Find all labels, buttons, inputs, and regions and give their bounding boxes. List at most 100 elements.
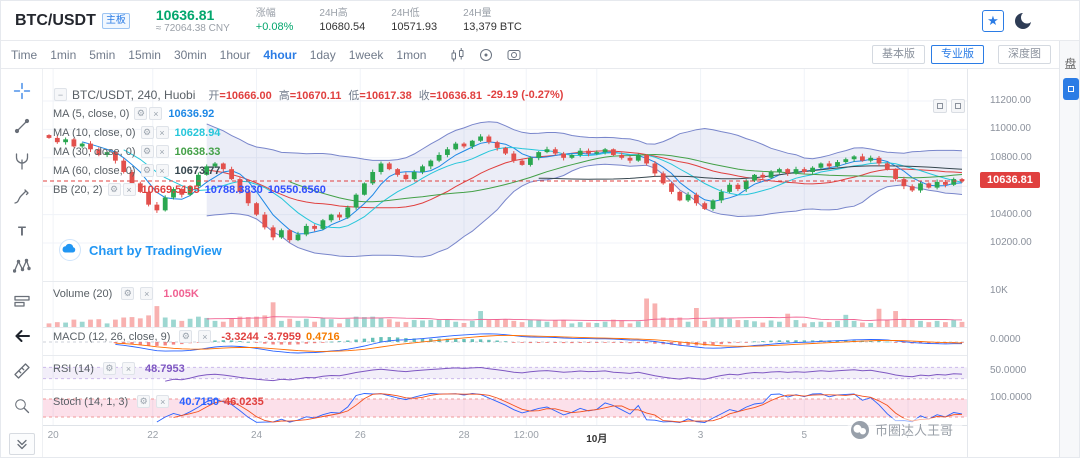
watermark: 币圈达人王哥 [847, 418, 964, 441]
interval-30min[interactable]: 30min [173, 47, 207, 62]
indicator-icon[interactable] [477, 46, 495, 64]
ma-settings-icon[interactable]: ⚙ [134, 107, 148, 120]
rsi-close-icon[interactable]: × [121, 362, 135, 375]
last-price: 10636.81 [155, 7, 215, 23]
macd-settings-icon[interactable]: ⚙ [179, 330, 193, 343]
ruler-tool[interactable] [12, 361, 32, 381]
price-axis-label: 11200.00 [990, 95, 1031, 106]
button-专业版[interactable]: 专业版 [931, 45, 984, 64]
header-stat: 24H低 10571.93 [391, 7, 437, 34]
side-panel-toggle[interactable] [1062, 78, 1079, 100]
time-tick: 26 [354, 430, 366, 441]
button-深度图[interactable]: 深度图 [998, 45, 1051, 64]
ma-settings-icon[interactable]: ⚙ [140, 126, 154, 139]
volume-settings-icon[interactable]: ⚙ [121, 287, 135, 300]
bb-settings-icon[interactable]: ⚙ [107, 183, 121, 196]
wechat-icon [851, 420, 869, 439]
long-position-tool[interactable] [12, 291, 32, 311]
pitchfork-icon [15, 153, 28, 170]
interval-Time[interactable]: Time [11, 47, 38, 62]
zoom-tool[interactable] [12, 396, 32, 416]
bb-legend-row: BB (20, 2) ⚙ × 10669.5195 10788.3830 10550.65… [53, 180, 563, 199]
ohlc-values: 开=10666.00 高=10670.11 低=10617.38 收=10636.81 [201, 87, 482, 103]
ma-close-icon[interactable]: × [149, 107, 163, 120]
ma-close-icon[interactable]: × [155, 126, 169, 139]
svg-text:T: T [18, 224, 26, 239]
stat-label: 24H高 [319, 8, 348, 19]
ohlc-label: 高 [278, 89, 290, 102]
ma-value: 10636.92 [168, 107, 215, 120]
rsi-pane[interactable] [43, 355, 967, 389]
interval-1week[interactable]: 1week [348, 47, 384, 62]
interval-1hour[interactable]: 1hour [219, 47, 251, 62]
stoch-close-icon[interactable]: × [156, 395, 170, 408]
interval-1min[interactable]: 1min [50, 47, 77, 62]
macd-pane[interactable] [43, 327, 967, 355]
macd-axis-label: 0.0000 [990, 334, 1021, 345]
back-tool[interactable] [12, 326, 32, 346]
main-pane[interactable] [43, 69, 967, 281]
stoch-settings-icon[interactable]: ⚙ [137, 395, 151, 408]
time-tick: 5 [801, 430, 808, 441]
legend-collapse-icon[interactable]: − [54, 88, 67, 101]
tradingview-attribution[interactable]: Chart by TradingView [59, 239, 222, 261]
orderbook-tab[interactable]: 盘 [1064, 57, 1077, 71]
price-axis-label: 10200.00 [990, 237, 1032, 248]
pane-maximize-icon[interactable] [951, 99, 965, 113]
pane-collapse-icon[interactable] [933, 99, 947, 113]
rsi-settings-icon[interactable]: ⚙ [102, 362, 116, 375]
pitchfork-tool[interactable] [12, 151, 32, 171]
chart-style-icon[interactable] [449, 46, 467, 64]
interval-15min[interactable]: 15min [128, 47, 161, 62]
text-icon: T [18, 224, 26, 239]
crosshair-icon [13, 82, 30, 100]
bb-close-icon[interactable]: × [122, 183, 136, 196]
interval-1day[interactable]: 1day [309, 47, 336, 62]
interval-5min[interactable]: 5min [89, 47, 116, 62]
theme-toggle-moon-icon[interactable] [1013, 11, 1033, 31]
bb-value: 10550.6560 [267, 183, 326, 196]
drawbar-collapse-button[interactable] [8, 433, 35, 455]
volume-close-icon[interactable]: × [140, 287, 154, 300]
ma-legend-row: MA (5, close, 0) ⚙ × 10636.92 [53, 104, 563, 123]
volume-legend: Volume (20) ⚙ × 1.005K [53, 287, 199, 300]
volume-pane[interactable] [43, 281, 967, 327]
stat-value: 10680.54 [319, 21, 366, 33]
ruler-icon [13, 363, 30, 379]
screenshot-icon[interactable] [505, 46, 523, 64]
price-axis[interactable]: 10636.81 11200.0011000.0010800.0010600.0… [967, 69, 1059, 457]
trend-line-tool[interactable] [12, 116, 32, 136]
board-badge[interactable]: 主板 [101, 12, 130, 29]
last-price-tag: 10636.81 [980, 171, 1040, 188]
crosshair-tool[interactable] [12, 81, 32, 101]
ma-settings-icon[interactable]: ⚙ [140, 164, 154, 177]
rsi-legend-label: RSI (14) [53, 362, 94, 375]
ma-close-icon[interactable]: × [155, 145, 169, 158]
ohlc-value: =10666.00 [219, 89, 272, 102]
interval-4hour[interactable]: 4hour [263, 47, 297, 62]
ma-value: 10673.77 [174, 164, 221, 177]
stoch-pane[interactable] [43, 389, 967, 425]
macd-close-icon[interactable]: × [198, 330, 212, 343]
favorite-button[interactable]: ★ [982, 9, 1004, 32]
text-tool[interactable]: T [12, 221, 32, 241]
xabcd-pattern-tool[interactable] [12, 256, 32, 276]
price-axis-label: 10400.00 [990, 208, 1032, 220]
button-基本版[interactable]: 基本版 [872, 45, 925, 64]
brush-tool[interactable] [12, 186, 32, 206]
ma-label: MA (10, close, 0) [53, 126, 136, 139]
volume-value: 1.005K [163, 287, 199, 300]
interval-1mon[interactable]: 1mon [396, 47, 427, 62]
ma-value: 10628.94 [174, 126, 221, 139]
ma-settings-icon[interactable]: ⚙ [140, 145, 154, 158]
ma-close-icon[interactable]: × [155, 164, 169, 177]
ohlc-value: =10617.38 [359, 89, 412, 102]
macd-legend: MACD (12, 26, close, 9) ⚙ × -3.3244 -3.79… [53, 330, 340, 343]
bb-value: 10669.5195 [141, 183, 200, 196]
side-panel-strip[interactable]: 盘 [1059, 41, 1079, 457]
header-stat: 24H高 10680.54 [319, 7, 365, 34]
chart-toolbar: Time 1min 5min 15min 30min 1hour 4hour 1day 1wee… [1, 41, 1079, 69]
header: BTC/USDT 主板 10636.81 ≈ 72064.38 CNY 涨幅 +0… [1, 1, 1079, 41]
